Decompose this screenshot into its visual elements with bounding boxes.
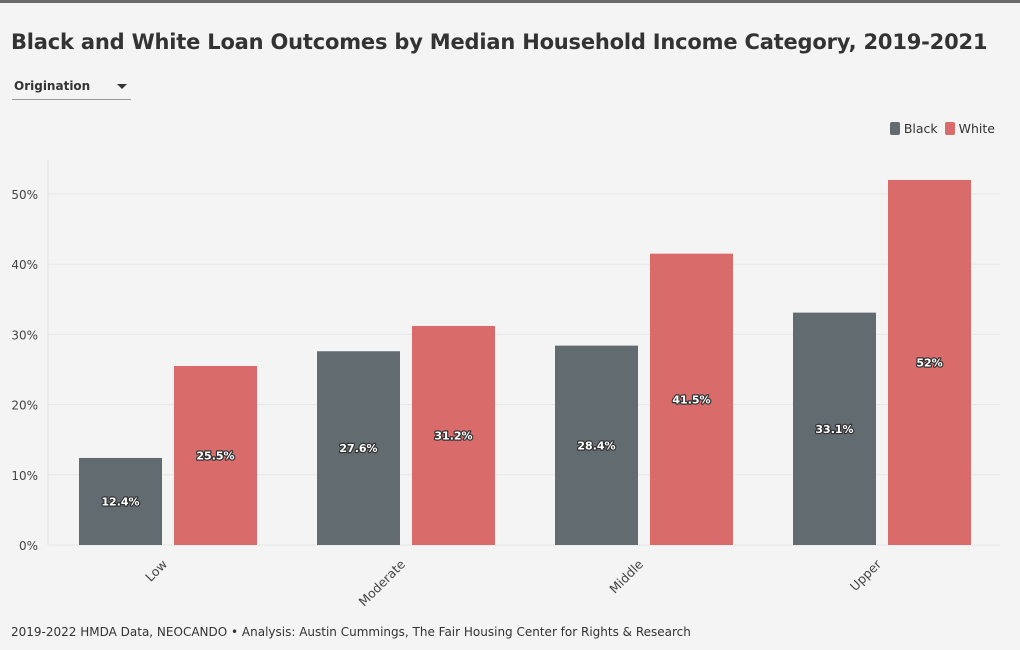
legend-label-white: White: [958, 121, 995, 136]
y-tick-label: 30%: [11, 328, 38, 342]
data-label: 28.4%: [577, 439, 615, 452]
dropdown-selected-value: Origination: [14, 79, 91, 93]
legend-item-black[interactable]: Black: [889, 121, 938, 136]
source-note: 2019-2022 HMDA Data, NEOCANDO • Analysis…: [11, 625, 691, 639]
bar-white-middle[interactable]: [650, 253, 733, 546]
x-tick-label: Middle: [606, 556, 646, 596]
y-tick-label: 20%: [11, 399, 38, 413]
data-label: 12.4%: [101, 495, 139, 508]
bar-black-low[interactable]: [79, 457, 162, 545]
legend-label-black: Black: [903, 121, 938, 136]
legend-swatch-black: [889, 122, 900, 135]
legend-item-white[interactable]: White: [944, 121, 995, 136]
y-tick-label: 40%: [11, 258, 38, 272]
legend-swatch-white: [944, 122, 955, 135]
data-label: 52%: [916, 356, 942, 369]
bar-black-middle[interactable]: [555, 345, 638, 545]
chart-legend: Black White: [883, 121, 995, 136]
y-tick-label: 10%: [11, 469, 38, 483]
data-label: 31.2%: [434, 429, 472, 442]
x-tick-label: Low: [142, 557, 170, 585]
x-tick-label: Moderate: [355, 556, 408, 609]
data-label: 25.5%: [196, 449, 234, 462]
data-label: 33.1%: [815, 423, 853, 436]
x-tick-label: Upper: [847, 556, 885, 594]
bar-chart: 0% 10% 20% 30% 40% 50% 12.4% 25.5% Low 27.6% 31.2%…: [11, 160, 1000, 609]
bar-black-upper[interactable]: [793, 312, 876, 545]
bar-black-moderate[interactable]: [317, 351, 400, 545]
data-label: 41.5%: [672, 393, 710, 406]
data-label: 27.6%: [339, 442, 377, 455]
y-tick-label: 50%: [11, 188, 38, 202]
chevron-down-icon: [117, 84, 127, 89]
chart-title: Black and White Loan Outcomes by Median …: [11, 30, 988, 54]
top-rule: [0, 0, 1020, 3]
bar-white-low[interactable]: [174, 365, 257, 545]
y-tick-label: 0%: [19, 539, 38, 553]
bar-white-moderate[interactable]: [412, 325, 495, 545]
bar-white-upper[interactable]: [888, 179, 971, 545]
outcome-dropdown[interactable]: Origination: [12, 77, 131, 100]
